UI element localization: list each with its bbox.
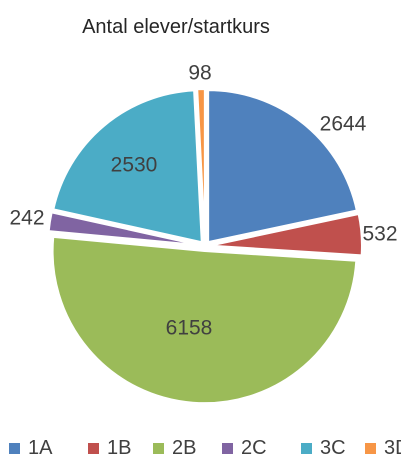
data-label-3c: 2530 <box>111 154 158 177</box>
legend-swatch <box>88 442 99 454</box>
pie-slice-1a <box>207 89 358 244</box>
legend-swatch <box>153 442 164 454</box>
chart-legend: 1A 1B 2B 2C 3C 3D <box>0 438 401 458</box>
legend-swatch <box>301 442 312 454</box>
chart-title: Antal elever/startkurs <box>82 16 270 38</box>
pie-slice-3c <box>52 89 203 244</box>
legend-label: 3D <box>384 437 401 459</box>
data-label-2b: 6158 <box>166 317 213 340</box>
legend-swatch <box>222 442 233 454</box>
legend-item-1a: 1A <box>9 438 52 458</box>
pie-slice-3d <box>196 88 206 242</box>
legend-label: 3C <box>320 437 346 459</box>
pie-slice-2c <box>47 211 202 247</box>
data-label-1b: 532 <box>362 223 397 246</box>
legend-item-2b: 2B <box>153 438 196 458</box>
data-label-2c: 242 <box>9 207 44 230</box>
legend-item-3c: 3C <box>301 438 346 458</box>
pie-slice-2b <box>51 235 358 405</box>
pie-slice-1b <box>208 213 363 257</box>
data-label-1a: 2644 <box>320 113 367 136</box>
data-label-3d: 98 <box>188 62 211 85</box>
legend-label: 1A <box>28 437 53 459</box>
legend-item-1b: 1B <box>88 438 131 458</box>
legend-label: 2B <box>172 437 197 459</box>
legend-label: 1B <box>107 437 132 459</box>
legend-swatch <box>365 442 376 454</box>
legend-item-3d: 3D <box>365 438 401 458</box>
legend-item-2c: 2C <box>222 438 267 458</box>
legend-swatch <box>9 442 20 454</box>
legend-label: 2C <box>241 437 267 459</box>
